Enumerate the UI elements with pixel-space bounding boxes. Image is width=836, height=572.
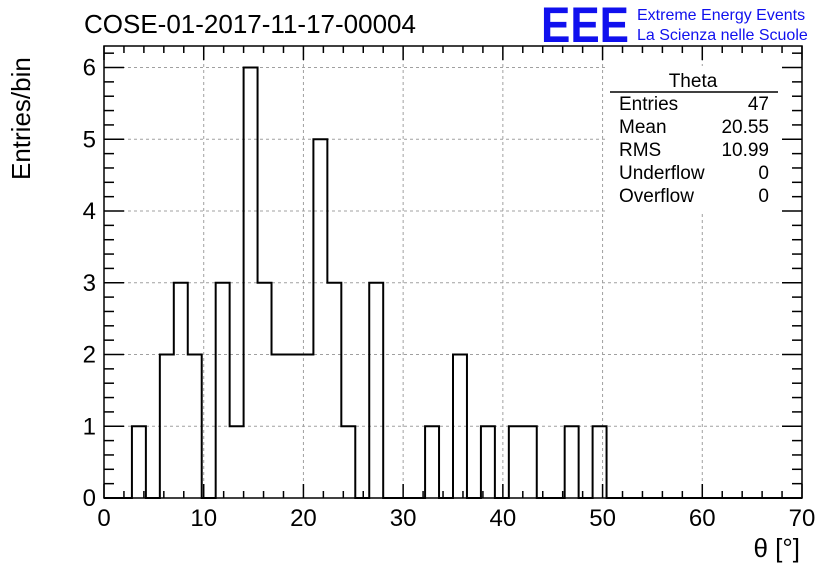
y-tick-label-5: 5 (83, 126, 96, 153)
x-tick-label-0: 0 (97, 505, 110, 532)
stats-label-underflow: Underflow (619, 163, 705, 184)
stats-label-overflow: Overflow (619, 186, 694, 207)
y-tick-label-4: 4 (83, 198, 96, 225)
y-tick-label-6: 6 (83, 55, 96, 82)
y-axis-title: Entries/bin (6, 57, 36, 180)
stats-value-entries: 47 (748, 94, 769, 115)
x-tick-label-1: 10 (190, 505, 217, 532)
stats-value-overflow: 0 (758, 186, 769, 207)
tick-labels: 0 10 20 30 40 50 60 70 0 1 2 3 4 5 6 (83, 55, 816, 532)
y-tick-label-0: 0 (83, 485, 96, 512)
x-tick-label-3: 30 (390, 505, 417, 532)
y-tick-label-2: 2 (83, 342, 96, 369)
stats-title: Theta (669, 71, 718, 92)
y-tick-label-1: 1 (83, 413, 96, 440)
x-axis-title: θ [°] (753, 533, 800, 563)
stats-label-rms: RMS (619, 140, 661, 161)
axis-ticks (103, 46, 803, 499)
stats-box: Theta Entries 47 Mean 20.55 RMS 10.99 Underflo… (607, 66, 779, 212)
stats-rows: Entries 47 Mean 20.55 RMS 10.99 Underflow 0 Over… (619, 94, 769, 207)
stats-box-background (607, 66, 779, 212)
stats-value-rms: 10.99 (721, 140, 769, 161)
x-tick-label-5: 50 (589, 505, 616, 532)
x-tick-label-2: 20 (290, 505, 317, 532)
y-tick-label-3: 3 (83, 270, 96, 297)
x-tick-label-7: 70 (789, 505, 816, 532)
logo-line-1: Extreme Energy Events (637, 7, 805, 24)
stats-value-underflow: 0 (758, 163, 769, 184)
stats-label-entries: Entries (619, 94, 678, 115)
logo-line-2: La Scienza nelle Scuole (637, 27, 808, 44)
stats-label-mean: Mean (619, 117, 667, 138)
plot-frame (103, 45, 803, 499)
x-tick-label-4: 40 (490, 505, 517, 532)
chart-title: COSE-01-2017-11-17-00004 (84, 9, 416, 39)
x-tick-label-6: 60 (689, 505, 716, 532)
stats-value-mean: 20.55 (721, 117, 769, 138)
eee-logo-text: EEE (541, 0, 629, 53)
